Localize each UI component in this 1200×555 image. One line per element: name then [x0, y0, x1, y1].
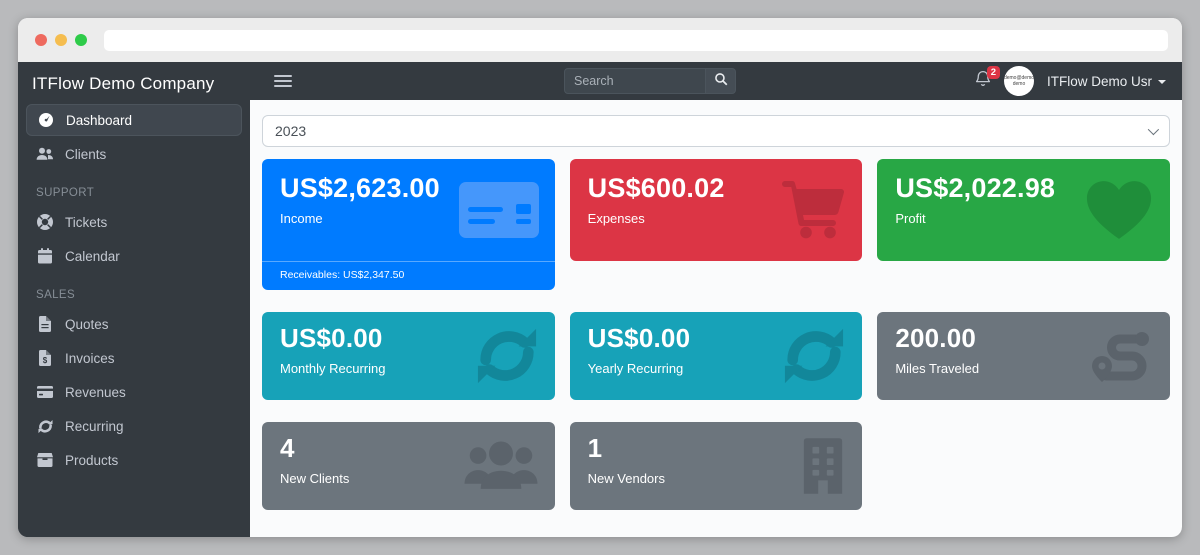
- new-clients-card: 4 New Clients: [262, 422, 555, 510]
- avatar-text: demo@demo: [1003, 74, 1034, 81]
- avatar[interactable]: demo@demo demo: [1003, 66, 1034, 96]
- hamburger-menu-icon[interactable]: [274, 72, 292, 90]
- route-icon: [1090, 328, 1154, 384]
- sidebar: ITFlow Demo Company Dashboard Clients SU…: [18, 62, 250, 537]
- sidebar-item-label: Calendar: [65, 248, 120, 264]
- shopping-cart-icon: [780, 181, 846, 239]
- sidebar-item-clients[interactable]: Clients: [26, 138, 242, 170]
- notification-count-badge: 2: [986, 66, 1000, 80]
- sync-icon: [782, 325, 846, 387]
- monthly-recurring-card: US$0.00 Monthly Recurring: [262, 312, 555, 400]
- users-icon: [463, 441, 539, 491]
- heart-icon: [1084, 179, 1154, 241]
- svg-text:$: $: [43, 356, 48, 365]
- navbar-right: 2 demo@demo demo ITFlow Demo Usr: [975, 66, 1166, 96]
- life-ring-icon: [36, 214, 54, 230]
- expenses-value: US$600.02: [587, 173, 725, 203]
- file-invoice-dollar-icon: $: [36, 350, 54, 366]
- new-vendors-card: 1 New Vendors: [569, 422, 863, 510]
- sidebar-nav: Dashboard Clients SUPPORT Tickets: [18, 104, 250, 476]
- monthly-recurring-label: Monthly Recurring: [280, 360, 386, 376]
- minimize-window-button[interactable]: [55, 34, 67, 46]
- file-icon: [36, 316, 54, 332]
- dashboard-content: 2023 US$2,623.00 Income: [250, 100, 1182, 537]
- sync-icon: [475, 325, 539, 387]
- sidebar-section-sales: SALES: [36, 289, 76, 301]
- miles-traveled-card: 200.00 Miles Traveled: [877, 312, 1170, 400]
- close-window-button[interactable]: [35, 34, 47, 46]
- company-brand: ITFlow Demo Company: [32, 74, 215, 93]
- new-clients-label: New Clients: [280, 470, 350, 486]
- miles-traveled-value: 200.00: [895, 323, 977, 353]
- sidebar-item-label: Invoices: [65, 350, 115, 366]
- sidebar-item-recurring[interactable]: Recurring: [26, 410, 242, 442]
- credit-card-icon: [36, 386, 54, 398]
- sidebar-item-label: Quotes: [65, 316, 109, 332]
- profit-card: US$2,022.98 Profit: [877, 159, 1170, 261]
- sidebar-item-invoices[interactable]: $ Invoices: [26, 342, 242, 374]
- sync-icon: [36, 419, 54, 434]
- income-receivables-footer: Receivables: US$2,347.50: [262, 261, 555, 290]
- notifications-button[interactable]: 2: [975, 66, 1000, 92]
- credit-card-icon: [458, 182, 539, 238]
- sidebar-item-quotes[interactable]: Quotes: [26, 308, 242, 340]
- calendar-icon: [36, 248, 54, 264]
- sidebar-section-support: SUPPORT: [36, 187, 95, 199]
- search-icon: [714, 72, 728, 91]
- building-icon: [800, 437, 846, 495]
- sidebar-item-dashboard[interactable]: Dashboard: [26, 104, 242, 136]
- sidebar-item-tickets[interactable]: Tickets: [26, 206, 242, 238]
- browser-window: ITFlow Demo Company Dashboard Clients SU…: [18, 18, 1182, 537]
- sidebar-item-products[interactable]: Products: [26, 444, 242, 476]
- profit-label: Profit: [895, 211, 926, 227]
- sidebar-item-label: Recurring: [65, 418, 124, 434]
- chevron-down-icon: [1158, 80, 1166, 84]
- sidebar-item-label: Revenues: [65, 384, 126, 400]
- sidebar-item-calendar[interactable]: Calendar: [26, 240, 242, 272]
- sidebar-item-label: Clients: [65, 146, 107, 162]
- box-icon: [36, 453, 54, 467]
- income-card: US$2,623.00 Income Receivables: US$2,347…: [262, 159, 555, 290]
- sidebar-item-label: Products: [65, 452, 119, 468]
- maximize-window-button[interactable]: [75, 34, 87, 46]
- avatar-text: demo: [1012, 81, 1026, 87]
- user-name: ITFlow Demo Usr: [1046, 73, 1152, 89]
- miles-traveled-label: Miles Traveled: [895, 360, 980, 376]
- new-vendors-value: 1: [587, 433, 603, 463]
- monthly-recurring-value: US$0.00: [280, 323, 383, 353]
- users-icon: [36, 147, 54, 161]
- main-column: 2 demo@demo demo ITFlow Demo Usr 2023: [250, 62, 1182, 537]
- sidebar-item-label: Tickets: [65, 214, 108, 230]
- profit-value: US$2,022.98: [895, 173, 1056, 203]
- cards-grid: US$2,623.00 Income Receivables: US$2,347…: [262, 159, 1170, 510]
- year-select[interactable]: 2023: [262, 115, 1170, 147]
- app-root: ITFlow Demo Company Dashboard Clients SU…: [18, 62, 1182, 537]
- browser-chrome: [18, 18, 1182, 62]
- income-label: Income: [280, 211, 323, 227]
- user-menu-button[interactable]: ITFlow Demo Usr: [1047, 74, 1166, 89]
- expenses-card: US$600.02 Expenses: [569, 159, 863, 261]
- year-select-wrap: 2023: [262, 115, 1170, 147]
- top-navbar: 2 demo@demo demo ITFlow Demo Usr: [250, 62, 1182, 100]
- yearly-recurring-card: US$0.00 Yearly Recurring: [569, 312, 863, 400]
- yearly-recurring-label: Yearly Recurring: [587, 360, 684, 376]
- search-input[interactable]: [564, 68, 706, 94]
- tachometer-icon: [37, 112, 55, 128]
- search-button[interactable]: [706, 68, 736, 94]
- new-clients-value: 4: [280, 433, 295, 463]
- new-vendors-label: New Vendors: [587, 470, 665, 486]
- sidebar-item-revenues[interactable]: Revenues: [26, 376, 242, 408]
- yearly-recurring-value: US$0.00: [587, 323, 691, 353]
- url-bar[interactable]: [104, 29, 1168, 51]
- search-form: [564, 68, 736, 94]
- expenses-label: Expenses: [587, 211, 645, 227]
- sidebar-item-label: Dashboard: [66, 112, 133, 128]
- income-value: US$2,623.00: [280, 173, 440, 203]
- window-controls: [35, 34, 87, 46]
